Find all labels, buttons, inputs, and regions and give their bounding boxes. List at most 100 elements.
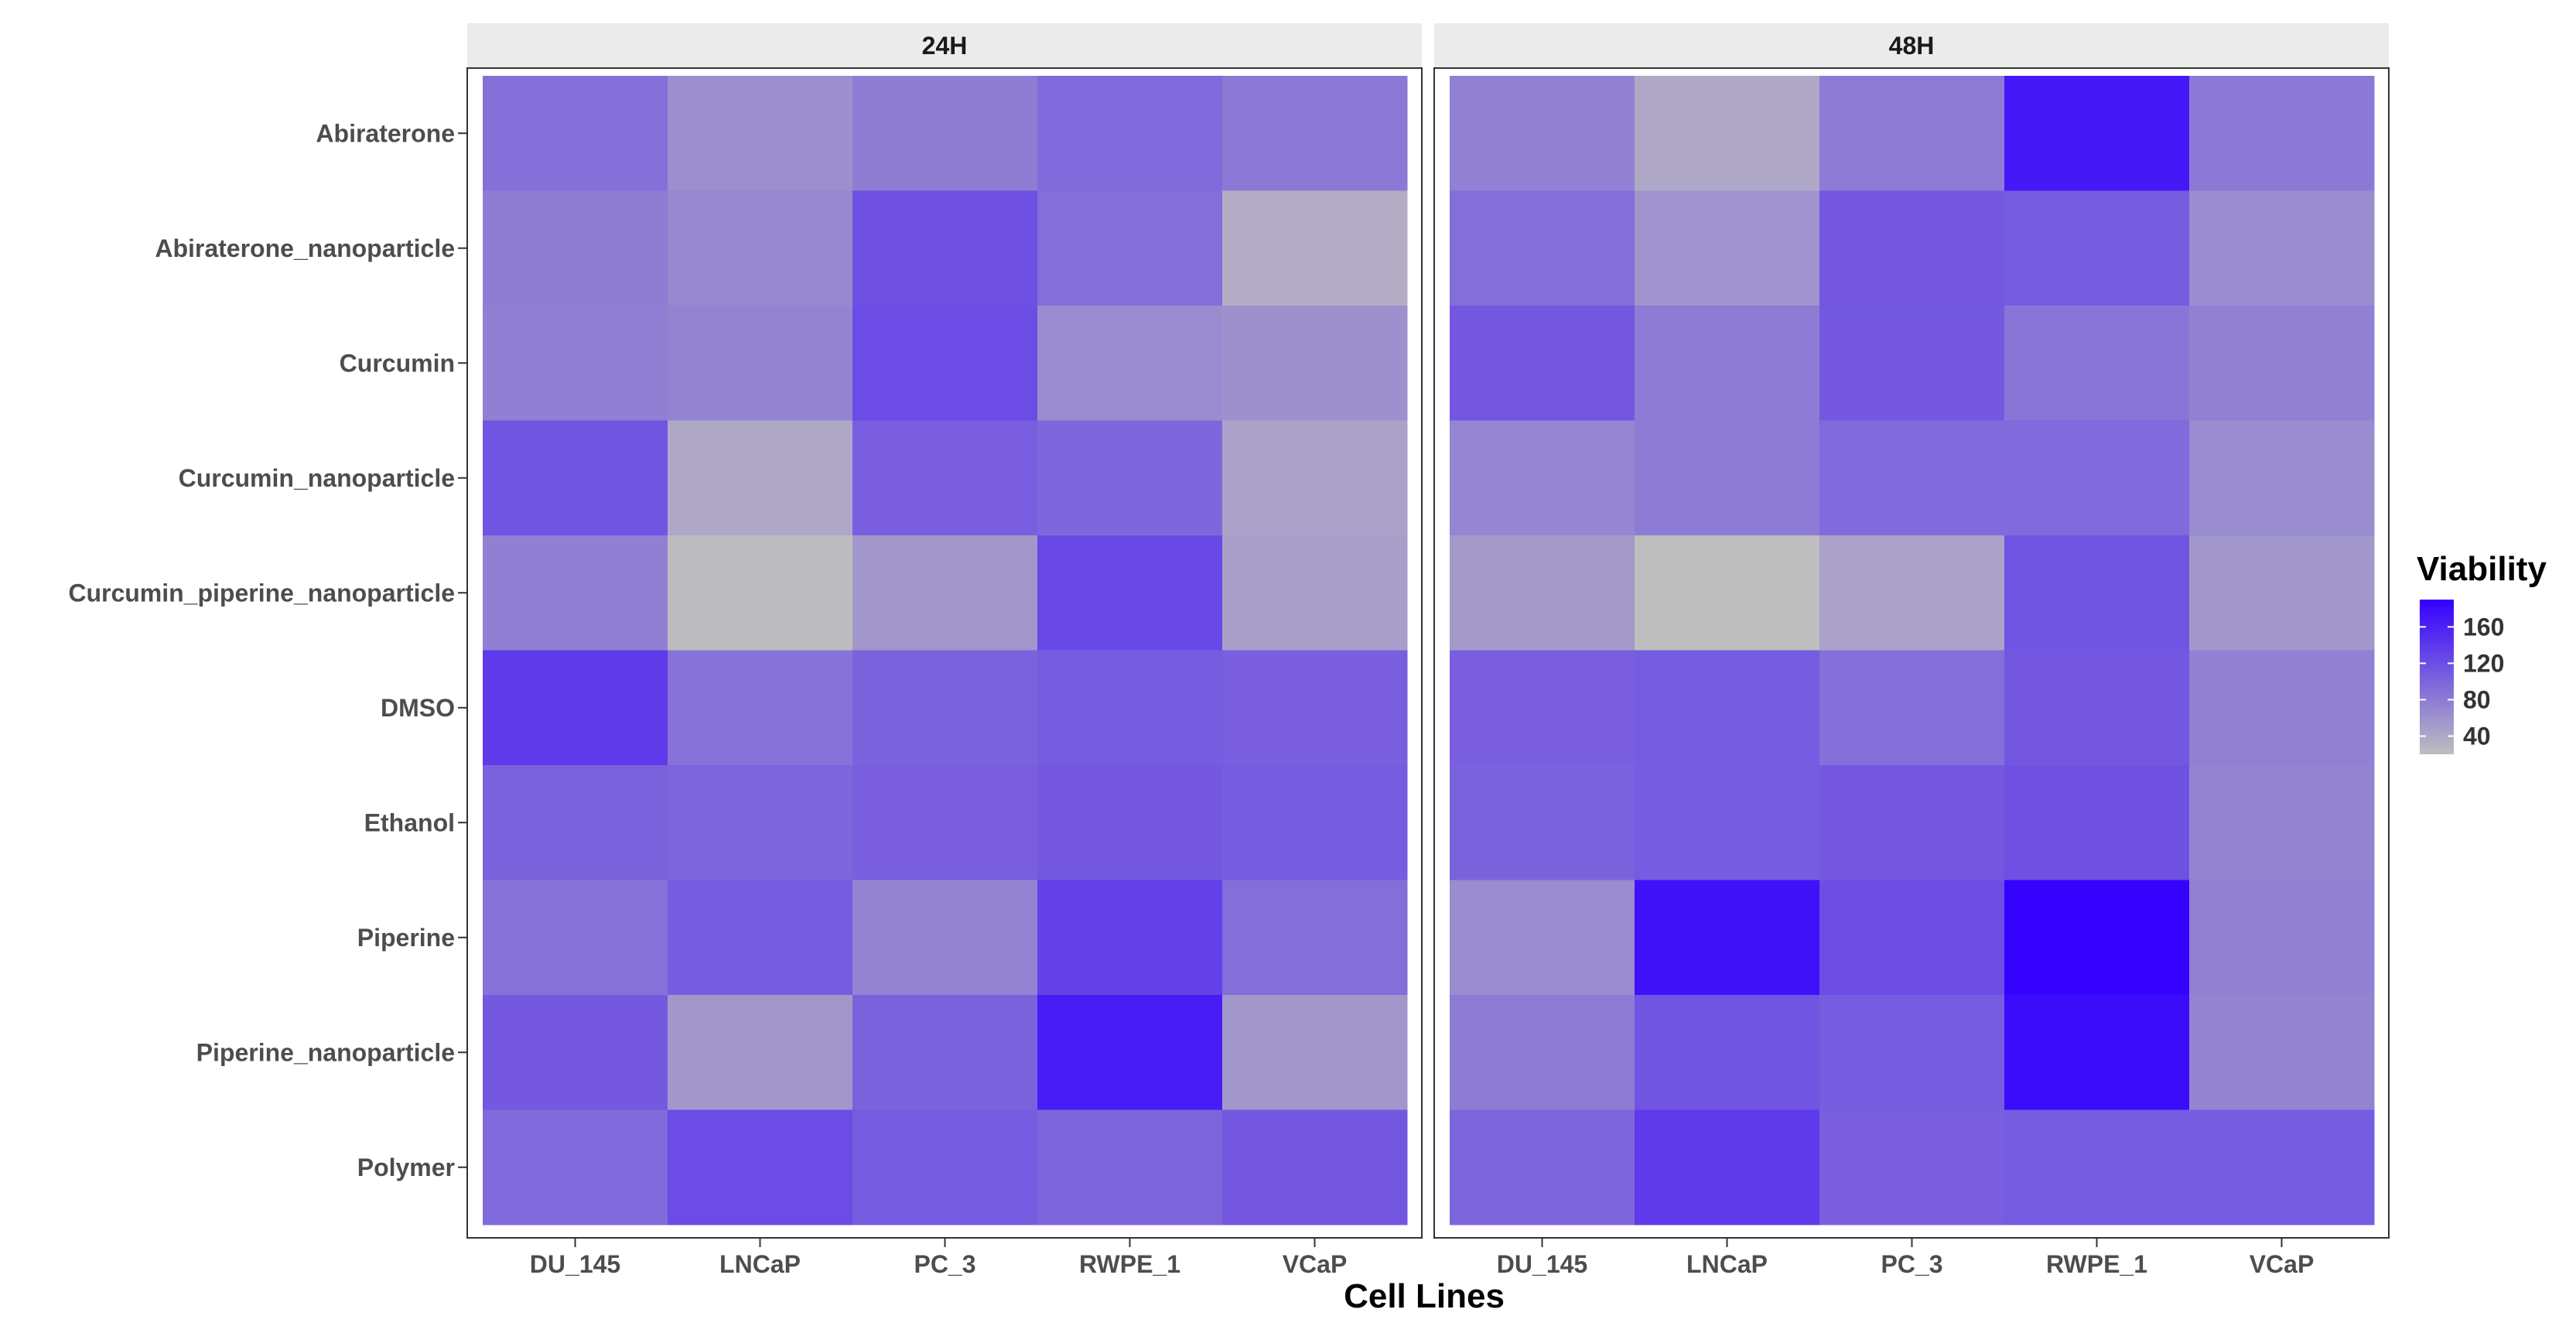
- heatmap-cell: [483, 76, 668, 191]
- heatmap-cell: [1037, 190, 1223, 306]
- heatmap-cell: [483, 880, 668, 996]
- heatmap-cell: [1037, 880, 1223, 996]
- heatmap-cell: [2004, 880, 2190, 996]
- heatmap-cell: [2004, 420, 2190, 536]
- column-label: DU_145: [530, 1250, 620, 1278]
- heatmap-cell: [1222, 995, 1408, 1110]
- legend-color-bar: [2420, 600, 2454, 754]
- heatmap-cell: [1222, 650, 1408, 766]
- heatmap-cell: [1450, 535, 1635, 651]
- heatmap-cell: [2189, 420, 2375, 536]
- heatmap-cell: [1635, 76, 1820, 191]
- legend: Viability 40 80 120 160: [2417, 550, 2547, 754]
- heatmap-cell: [1222, 420, 1408, 536]
- heatmap-cell: [483, 420, 668, 536]
- panel-strip-label: 48H: [1889, 32, 1935, 60]
- heatmap-cell: [2004, 190, 2190, 306]
- heatmap-cell: [2189, 765, 2375, 880]
- heatmap-cell: [1450, 420, 1635, 536]
- heatmap-cell: [1037, 650, 1223, 766]
- column-label: DU_145: [1497, 1250, 1587, 1278]
- heatmap-cell: [1037, 76, 1223, 191]
- heatmap-cell: [1819, 765, 2005, 880]
- column-label: LNCaP: [719, 1250, 801, 1278]
- heatmap-cell: [668, 420, 853, 536]
- heatmap-cell: [1450, 650, 1635, 766]
- heatmap-cell: [1635, 650, 1820, 766]
- row-label: Piperine: [357, 924, 455, 952]
- heatmap-cell: [483, 650, 668, 766]
- heatmap-cell: [483, 1109, 668, 1225]
- heatmap-cell: [2189, 880, 2375, 996]
- heatmap-cell: [1037, 1109, 1223, 1225]
- heatmap-cell: [483, 995, 668, 1110]
- column-label: LNCaP: [1686, 1250, 1768, 1278]
- heatmap-cell: [1635, 535, 1820, 651]
- column-labels: DU_145 LNCaP PC_3 RWPE_1 VCaP DU_145 LNCaP PC_3…: [530, 1238, 2314, 1278]
- heatmap-cell: [1450, 190, 1635, 306]
- heatmap-cell: [2189, 306, 2375, 421]
- heatmap-cell: [1222, 190, 1408, 306]
- heatmap-cell: [2189, 1109, 2375, 1225]
- panel-strip: [1434, 23, 2389, 68]
- legend-tick-label: 120: [2463, 649, 2504, 677]
- heatmap-cell: [2004, 765, 2190, 880]
- heatmap-cell: [1819, 190, 2005, 306]
- column-label: VCaP: [1283, 1250, 1348, 1278]
- legend-tick-label: 80: [2463, 685, 2491, 713]
- heatmap-cell: [1635, 880, 1820, 996]
- heatmap-cell: [2004, 306, 2190, 421]
- heatmap-cell: [1222, 1109, 1408, 1225]
- heatmap-cell: [1819, 1109, 2005, 1225]
- row-label: Curcumin_nanoparticle: [179, 464, 455, 492]
- heatmap-cell: [1222, 535, 1408, 651]
- row-label: Curcumin_piperine_nanoparticle: [68, 579, 455, 607]
- heatmap-cell: [1450, 76, 1635, 191]
- column-label: PC_3: [1881, 1250, 1942, 1278]
- legend-tick-label: 40: [2463, 722, 2491, 750]
- heatmap-cell: [1222, 306, 1408, 421]
- heatmap-cell: [1819, 880, 2005, 996]
- heatmap-cell: [483, 190, 668, 306]
- row-label: DMSO: [381, 694, 455, 722]
- heatmap-cell: [1635, 765, 1820, 880]
- heatmap-cell: [1819, 535, 2005, 651]
- heatmap-cell: [2189, 650, 2375, 766]
- heatmap-cell: [852, 995, 1038, 1110]
- heatmap-cell: [852, 76, 1038, 191]
- heatmap-cell: [1635, 1109, 1820, 1225]
- heatmap-cell: [483, 535, 668, 651]
- heatmap-cell: [1635, 306, 1820, 421]
- heatmap-cell: [2004, 76, 2190, 191]
- panel-strip: [467, 23, 1422, 68]
- legend-ticks: 40 80 120 160: [2420, 613, 2504, 750]
- heatmap-cell: [2004, 650, 2190, 766]
- heatmap-cell: [2189, 76, 2375, 191]
- heatmap-cell: [668, 1109, 853, 1225]
- heatmap-cell: [668, 306, 853, 421]
- panels-layer: 24H 48H: [466, 23, 2390, 1239]
- heatmap-cell: [1635, 995, 1820, 1110]
- heatmap-cell: [1450, 765, 1635, 880]
- heatmap-cell: [1819, 420, 2005, 536]
- row-label: Curcumin: [340, 349, 455, 377]
- legend-tick-label: 160: [2463, 613, 2504, 641]
- heatmap-cell: [668, 765, 853, 880]
- row-label: Piperine_nanoparticle: [196, 1038, 455, 1066]
- panel-48H: 48H: [1433, 23, 2390, 1239]
- heatmap-cell: [2004, 1109, 2190, 1225]
- heatmap-cell: [852, 650, 1038, 766]
- heatmap-cell: [1450, 995, 1635, 1110]
- heatmap-cell: [852, 765, 1038, 880]
- heatmap-cell: [2004, 995, 2190, 1110]
- heatmap-cell: [1037, 765, 1223, 880]
- heatmap-cell: [2189, 535, 2375, 651]
- heatmap-cell: [852, 535, 1038, 651]
- row-label: Abiraterone: [316, 119, 455, 147]
- heatmap-cell: [1635, 420, 1820, 536]
- heatmap-cell: [1222, 765, 1408, 880]
- heatmap-cell: [1037, 995, 1223, 1110]
- column-label: RWPE_1: [1079, 1250, 1180, 1278]
